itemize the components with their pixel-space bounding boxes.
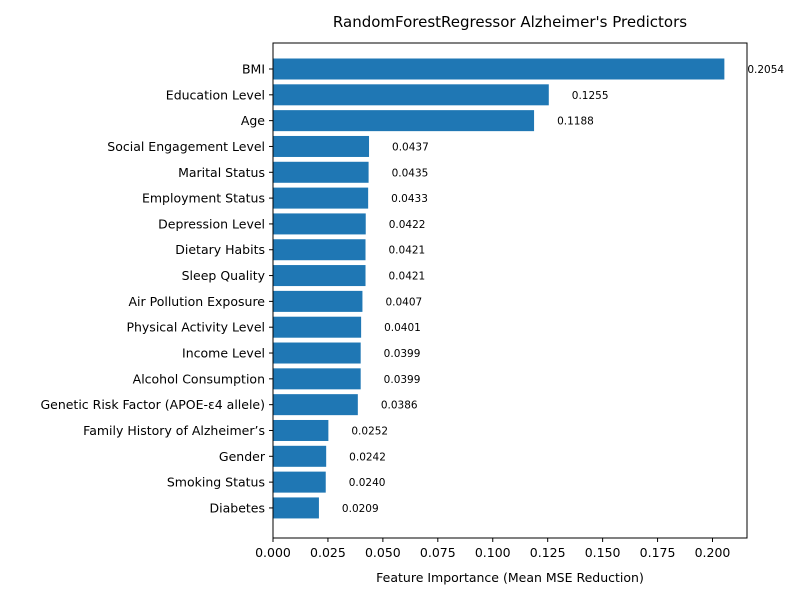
category-label: Alcohol Consumption: [133, 371, 265, 386]
bar-air-pollution-exposure: [273, 290, 363, 312]
category-label: Diabetes: [210, 500, 266, 515]
category-label: Air Pollution Exposure: [128, 294, 265, 309]
category-label: BMI: [242, 62, 265, 77]
category-label: Social Engagement Level: [107, 139, 265, 154]
value-label: 0.0435: [392, 167, 429, 179]
category-label: Genetic Risk Factor (APOE-ε4 allele): [40, 397, 265, 412]
value-label: 0.0240: [349, 477, 386, 489]
x-tick-label: 0.075: [420, 545, 456, 560]
category-label: Age: [241, 113, 265, 128]
bar-genetic-risk-factor-apoe-4-allele: [273, 394, 358, 416]
x-tick-label: 0.050: [365, 545, 401, 560]
value-label: 0.0422: [389, 219, 426, 231]
bar-marital-status: [273, 161, 369, 183]
value-label: 0.0421: [389, 245, 426, 257]
bar-physical-activity-level: [273, 316, 362, 338]
bar-sleep-quality: [273, 265, 366, 287]
value-label: 0.0399: [384, 374, 421, 386]
category-label: Employment Status: [142, 191, 265, 206]
bar-diabetes: [273, 497, 319, 519]
x-tick-label: 0.175: [640, 545, 676, 560]
value-label: 0.0437: [392, 141, 429, 153]
bar-age: [273, 110, 535, 132]
value-label: 0.0401: [384, 322, 421, 334]
category-label: Dietary Habits: [175, 242, 265, 257]
bar-employment-status: [273, 187, 369, 209]
chart-title: RandomForestRegressor Alzheimer's Predic…: [333, 13, 687, 31]
bar-depression-level: [273, 213, 366, 235]
x-tick-label: 0.025: [310, 545, 346, 560]
bar-bmi: [273, 58, 725, 80]
category-label: Family History of Alzheimer’s: [83, 423, 265, 438]
x-tick-label: 0.100: [475, 545, 511, 560]
bar-social-engagement-level: [273, 135, 370, 157]
value-label: 0.1188: [557, 116, 594, 128]
bar-smoking-status: [273, 471, 326, 493]
bar-income-level: [273, 342, 361, 364]
plot-frame: [272, 42, 748, 539]
category-label: Gender: [219, 449, 266, 464]
x-tick-label: 0.000: [255, 545, 291, 560]
x-tick-label: 0.125: [530, 545, 566, 560]
value-label: 0.0386: [381, 400, 418, 412]
value-label: 0.0421: [389, 271, 426, 283]
category-label: Physical Activity Level: [126, 320, 265, 335]
x-tick-label: 0.150: [585, 545, 621, 560]
value-label: 0.0209: [342, 503, 379, 515]
x-axis-title: Feature Importance (Mean MSE Reduction): [376, 570, 644, 585]
bar-education-level: [273, 84, 549, 106]
category-label: Education Level: [166, 87, 265, 102]
category-labels: BMI Education Level Age Social Engagement L…: [40, 62, 273, 515]
x-tick-label: 0.200: [695, 545, 731, 560]
category-label: Smoking Status: [167, 475, 265, 490]
value-labels: 0.2054 0.1255 0.1188 0.0437 0.0435 0.0433 0.04…: [342, 64, 784, 515]
category-label: Income Level: [182, 346, 265, 361]
value-label: 0.0399: [384, 348, 421, 360]
bars-layer: [273, 58, 725, 519]
value-label: 0.0407: [385, 296, 422, 308]
category-label: Marital Status: [178, 165, 265, 180]
value-label: 0.0252: [351, 425, 388, 437]
bar-family-history-of-alzheimer-s: [273, 419, 329, 441]
value-label: 0.0433: [391, 193, 428, 205]
value-label: 0.1255: [572, 90, 609, 102]
bar-alcohol-consumption: [273, 368, 361, 390]
category-label: Sleep Quality: [182, 268, 266, 283]
value-label: 0.2054: [747, 64, 784, 76]
category-label: Depression Level: [158, 216, 265, 231]
bar-dietary-habits: [273, 239, 366, 261]
value-label: 0.0242: [349, 451, 386, 463]
x-axis: 0.000 0.025 0.050 0.075 0.100 0.125 0.150 0.175…: [255, 538, 730, 560]
bar-gender: [273, 445, 327, 467]
